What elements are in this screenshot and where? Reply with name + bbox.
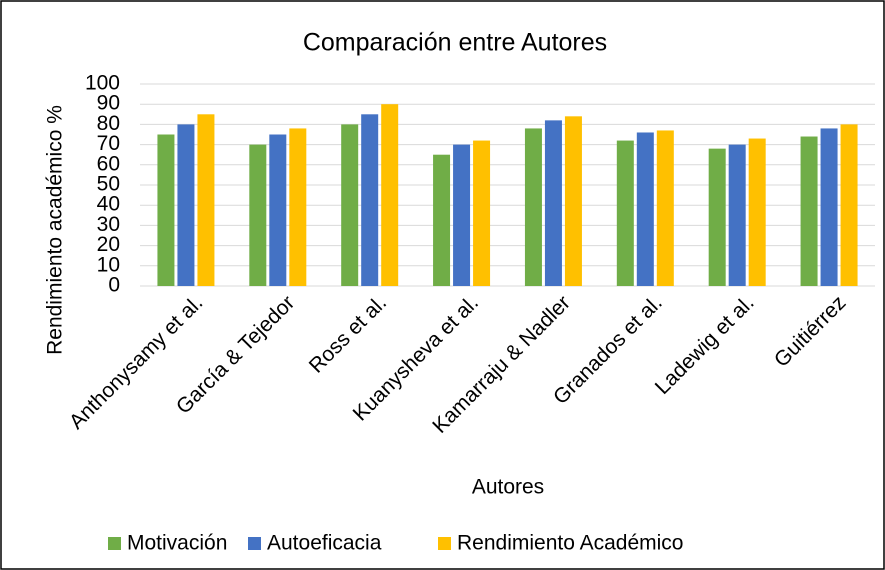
bar xyxy=(269,134,287,286)
bar xyxy=(616,140,634,286)
y-tick-label: 0 xyxy=(108,274,120,297)
y-axis-title: Rendimiento académico % xyxy=(44,105,67,355)
bar xyxy=(473,140,491,286)
y-tick-label: 70 xyxy=(97,132,120,155)
bar xyxy=(197,114,215,286)
legend-label: Autoeficacia xyxy=(267,532,382,555)
bar xyxy=(341,124,359,287)
x-axis-title: Autores xyxy=(472,476,544,499)
bar xyxy=(453,144,471,286)
bar xyxy=(800,136,818,286)
y-tick-label: 10 xyxy=(97,253,120,276)
y-tick-label: 60 xyxy=(97,152,120,175)
bar xyxy=(249,144,267,286)
bar xyxy=(840,124,858,287)
bar xyxy=(728,144,746,286)
y-tick-label: 90 xyxy=(97,92,120,115)
bar xyxy=(544,120,562,286)
y-tick-label: 50 xyxy=(97,173,120,196)
legend-swatch xyxy=(438,537,451,550)
y-tick-label: 40 xyxy=(97,193,120,216)
bar xyxy=(433,154,451,286)
bar xyxy=(748,138,766,286)
bar xyxy=(361,114,379,286)
y-tick-label: 30 xyxy=(97,213,120,236)
legend-swatch xyxy=(248,537,261,550)
bar xyxy=(289,128,307,286)
legend-label: Motivación xyxy=(127,532,227,555)
legend-swatch xyxy=(108,537,121,550)
bar xyxy=(708,148,726,286)
bar xyxy=(820,128,838,286)
bar xyxy=(636,132,654,286)
y-tick-label: 20 xyxy=(97,233,120,256)
y-tick-label: 80 xyxy=(97,112,120,135)
chart-title: Comparación entre Autores xyxy=(303,29,607,57)
bar xyxy=(157,134,175,286)
bar xyxy=(381,104,399,286)
bar xyxy=(524,128,542,286)
y-tick-label: 100 xyxy=(85,72,120,95)
bar xyxy=(564,116,582,286)
bar xyxy=(656,130,674,286)
legend-label: Rendimiento Académico xyxy=(457,532,683,555)
bar xyxy=(177,124,195,287)
